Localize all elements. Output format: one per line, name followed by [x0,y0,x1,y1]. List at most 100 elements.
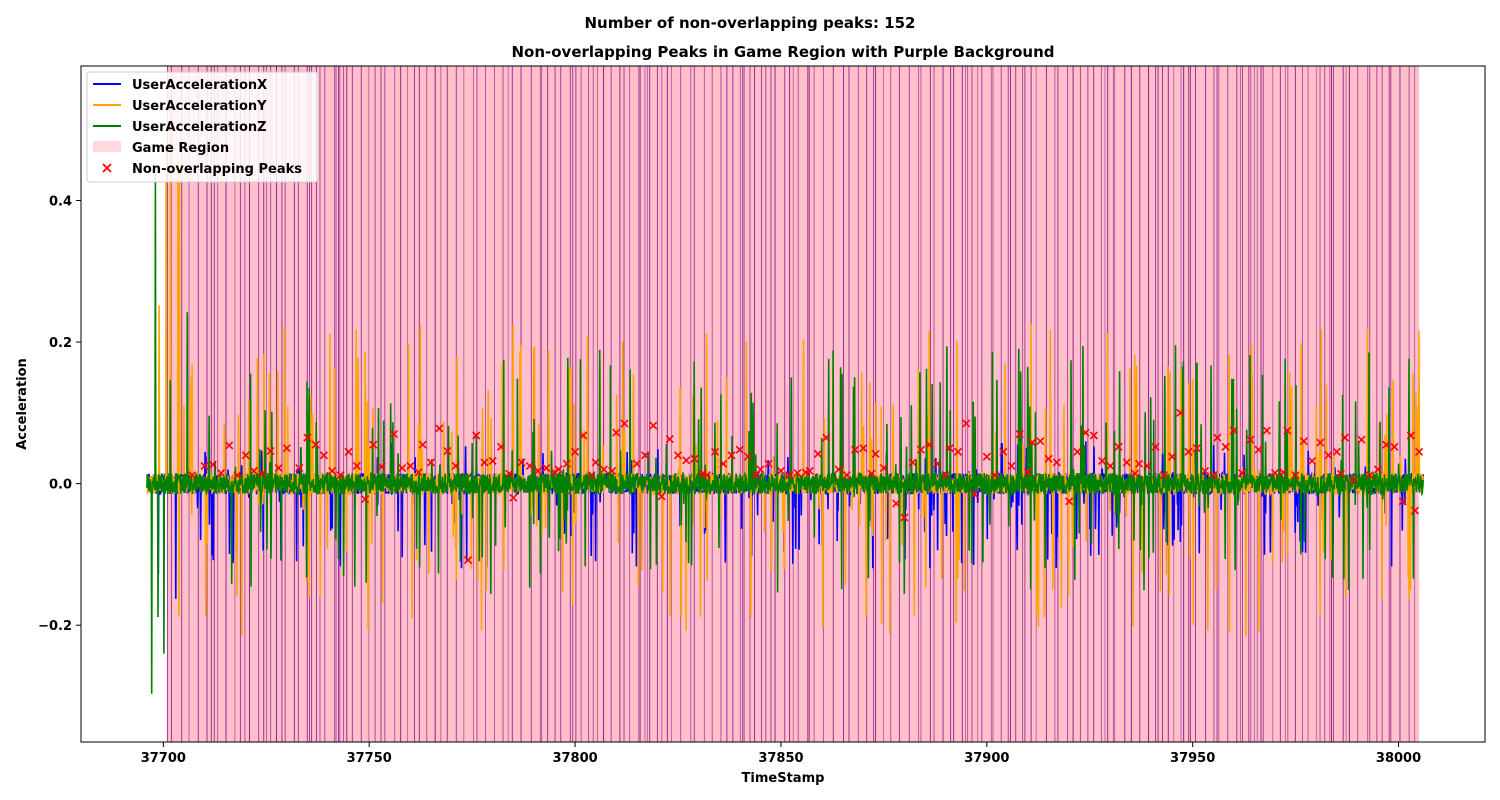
peak-marker [550,468,559,477]
peak-marker [1114,442,1123,451]
peak-marker [1098,456,1107,466]
peak-marker [970,490,979,499]
peak-marker [764,459,773,468]
peak-marker [1028,438,1037,447]
peak-marker [1291,471,1300,480]
peak-marker [377,462,386,471]
peak-marker [241,451,250,460]
peak-marker [982,452,991,461]
peak-marker [649,421,658,430]
peak-marker [1283,426,1292,435]
peak-marker [785,471,794,480]
series-layer [146,125,1424,694]
peak-marker [1130,469,1140,478]
peak-marker [336,471,345,480]
peak-marker [579,431,588,440]
peak-marker [571,447,580,456]
peak-marker [274,463,283,473]
peak-marker [1135,459,1144,468]
peaks-layer [188,408,1424,565]
peak-marker [752,471,761,480]
x-tick-label: 38000 [1376,751,1421,766]
peak-marker [1238,468,1247,478]
legend-box [86,71,319,183]
legend-label-z: UserAccelerationZ [132,120,267,135]
peak-marker [1279,468,1288,477]
peak-marker [406,461,415,471]
peak-marker [1081,428,1090,437]
legend-swatch-peaks [102,163,112,173]
peak-marker [1143,461,1152,471]
x-axis-label: TimeStamp [742,771,825,786]
peak-marker [414,468,423,477]
peak-marker [608,466,617,475]
peak-marker [311,440,320,449]
peak-marker [599,465,608,474]
peak-marker [505,469,514,478]
peak-marker [398,463,407,473]
peak-marker [463,556,473,565]
peak-marker [916,445,925,454]
peak-marker [451,461,460,471]
legend-label-y: UserAccelerationY [132,99,267,114]
peak-marker [525,461,534,471]
peak-marker [1398,497,1407,506]
peak-marker [1192,444,1201,453]
peak-marker [328,466,337,475]
peak-marker [945,444,954,453]
peak-marker [1221,442,1230,451]
peak-marker [352,461,361,471]
peak-marker [488,456,497,466]
peak-marker [710,447,720,456]
peak-marker [1168,452,1177,461]
peak-marker [1184,447,1193,456]
peak-marker [1382,440,1391,449]
peak-marker [1151,442,1160,451]
peak-marker [1373,465,1383,474]
x-tick-label: 37900 [964,751,1009,766]
legend-label-region: Game Region [132,141,229,156]
peak-marker [1007,461,1016,471]
y-axis: −0.2 0.0 0.2 0.4 [38,194,81,634]
series-line-y [146,125,1424,637]
peak-marker [719,459,728,468]
peak-marker [216,468,226,478]
peak-marker [1340,433,1350,442]
peak-marker [842,471,851,480]
peak-marker [480,458,489,467]
peak-marker [1073,447,1082,456]
peak-marker [793,468,802,478]
peak-marker [673,451,683,460]
peak-marker [303,433,312,442]
x-tick-label: 37950 [1170,751,1215,766]
peak-marker [727,451,736,460]
peak-marker [1299,437,1308,446]
peak-marker [1406,431,1415,440]
peak-marker [1209,471,1218,480]
peak-marker [587,471,596,480]
peak-marker [418,440,427,449]
peak-marker [208,460,217,469]
peak-marker [953,447,963,456]
peak-marker [1015,430,1024,439]
peak-marker [1200,466,1210,475]
legend: UserAccelerationX UserAccelerationY User… [86,71,319,183]
peak-marker [554,465,563,474]
peak-marker [258,469,267,478]
peak-marker [908,458,917,467]
peak-marker [690,454,699,463]
peak-marker [344,447,353,456]
peak-marker [871,449,880,458]
peak-marker [641,451,650,460]
peak-marker [496,442,506,451]
peak-marker [1254,445,1263,454]
peak-marker [879,463,888,473]
peak-marker [249,466,258,475]
peak-marker [1332,447,1341,456]
peak-marker [1324,451,1333,460]
peak-marker [1390,442,1399,451]
peak-marker [735,445,744,454]
peak-marker [1270,468,1280,478]
peak-marker [1349,476,1358,485]
